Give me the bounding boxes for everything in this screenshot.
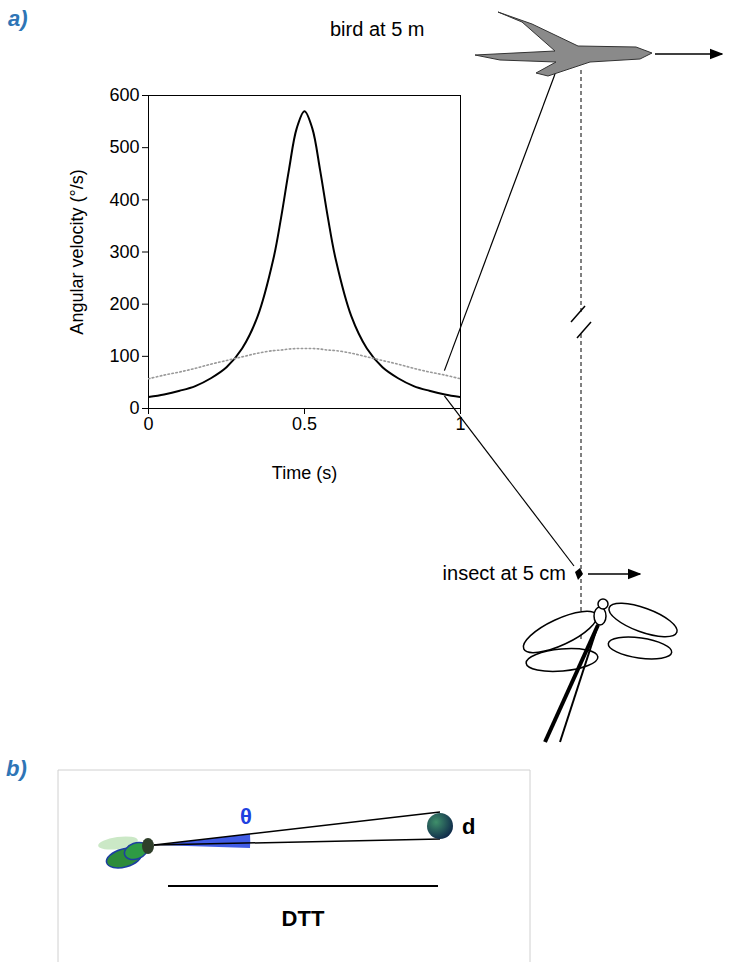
svg-text:300: 300 (109, 242, 139, 262)
svg-text:400: 400 (109, 190, 139, 210)
svg-text:insect at 5 cm: insect at 5 cm (443, 562, 566, 584)
svg-text:a): a) (8, 6, 28, 31)
svg-text:200: 200 (109, 294, 139, 314)
svg-text:0: 0 (129, 398, 139, 418)
svg-text:DTT: DTT (282, 906, 325, 931)
svg-text:d: d (462, 814, 475, 839)
svg-text:Time (s): Time (s) (272, 463, 337, 483)
svg-text:500: 500 (109, 137, 139, 157)
svg-text:0: 0 (143, 414, 153, 434)
svg-text:1: 1 (455, 414, 465, 434)
svg-text:Angular velocity (°/s): Angular velocity (°/s) (67, 169, 87, 334)
svg-text:100: 100 (109, 346, 139, 366)
svg-text:600: 600 (109, 85, 139, 105)
svg-text:0.5: 0.5 (292, 414, 317, 434)
svg-text:bird at 5 m: bird at 5 m (330, 18, 424, 40)
svg-text:θ: θ (240, 804, 252, 829)
svg-text:b): b) (6, 756, 27, 781)
